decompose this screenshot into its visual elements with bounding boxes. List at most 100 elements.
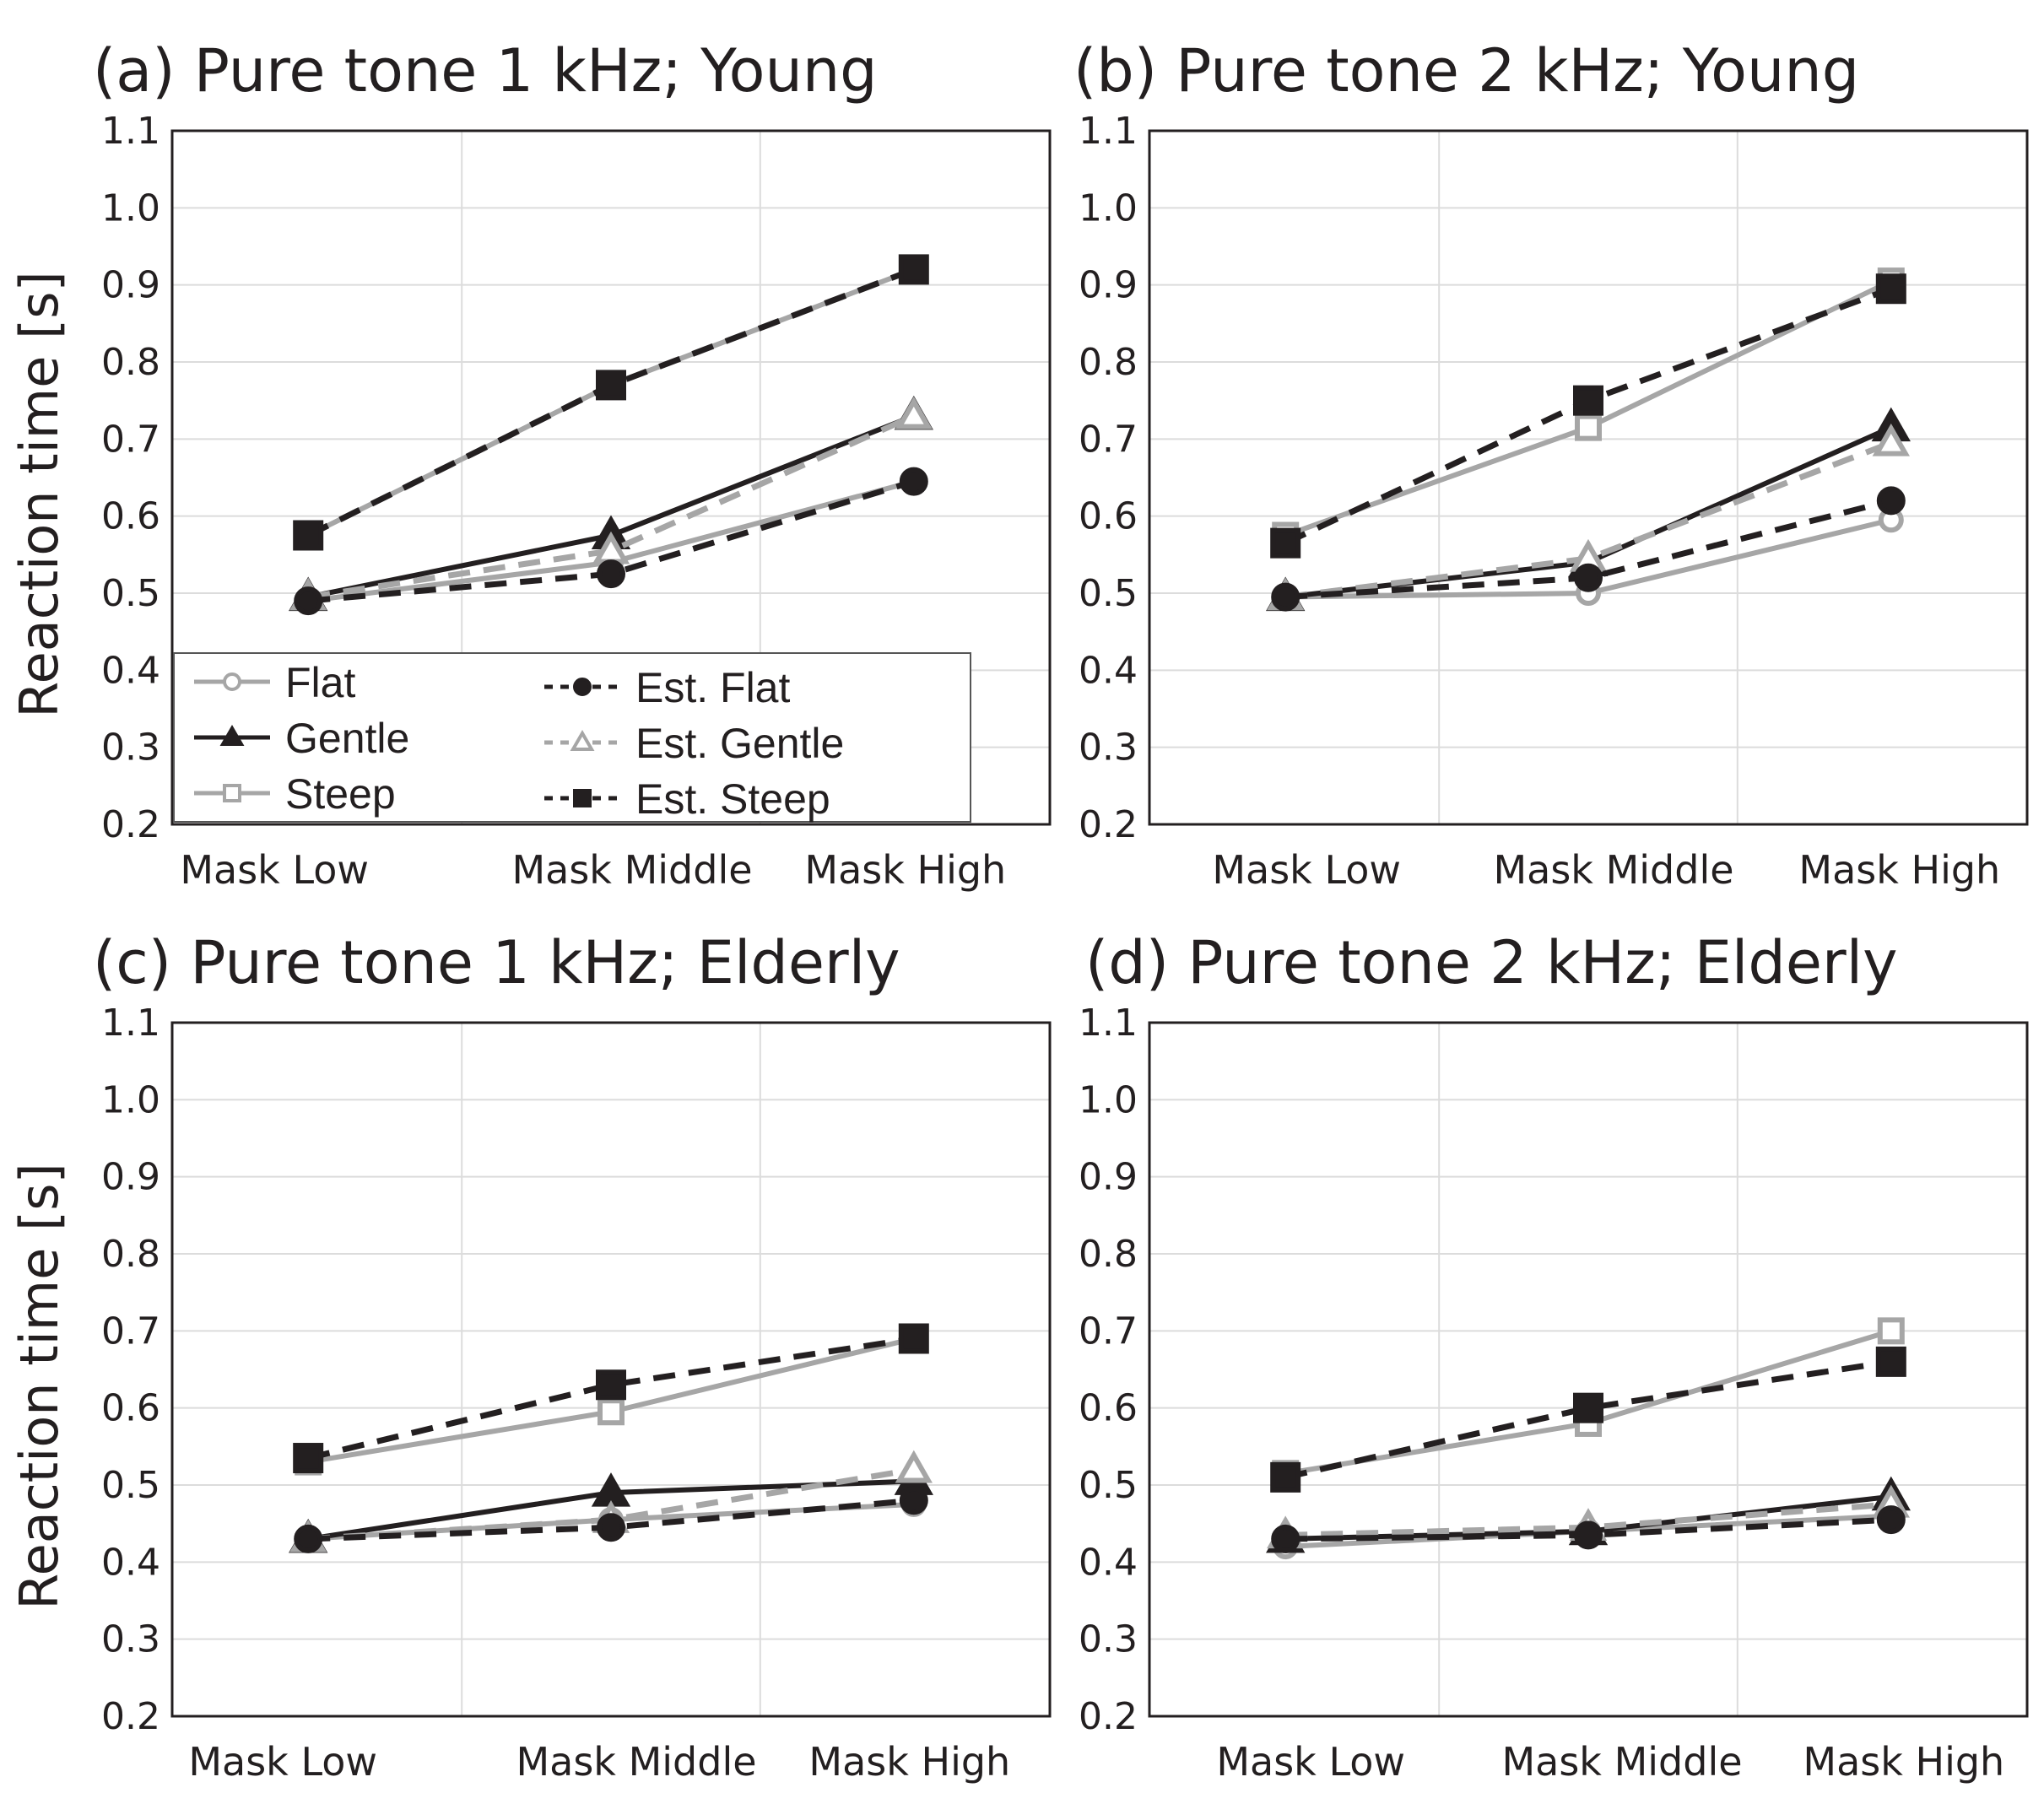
series-est-steep (293, 1323, 929, 1474)
data-point (1574, 563, 1603, 592)
plot-frame (1148, 1021, 2029, 1718)
plot-area (1149, 131, 2027, 824)
panel-title: (d) Pure tone 2 kHz; Elderly (1085, 928, 1898, 997)
x-tick-label: Mask High (1803, 1739, 2004, 1785)
series-est-flat (294, 1486, 928, 1553)
legend-box (173, 652, 971, 823)
x-tick-label: Mask Middle (516, 1739, 756, 1785)
x-tick-label: Mask Low (188, 1739, 377, 1785)
series-est-steep (1270, 1346, 1906, 1493)
data-point (294, 586, 323, 616)
data-point (1876, 486, 1906, 516)
y-tick-label: 0.4 (1079, 1541, 1138, 1584)
data-point (1573, 1392, 1603, 1423)
y-tick-label: 0.8 (1079, 341, 1138, 384)
y-tick-label: 0.7 (1079, 1310, 1138, 1353)
y-tick-label: 0.5 (101, 572, 160, 615)
panel-b: 0.2 0.3 0.4 0.5 0.6 0.7 0.8 0.9 1.0 1.1 Mask Low Ma… (1073, 36, 2029, 893)
data-point (597, 559, 625, 589)
data-point (1877, 1317, 1905, 1345)
y-tick-label: 0.8 (101, 341, 160, 384)
series-est-flat (1271, 1505, 1906, 1553)
y-tick-label: 0.6 (101, 1387, 160, 1430)
x-tick-label: Mask Low (180, 847, 369, 893)
data-point (899, 1486, 928, 1515)
x-tick-label: Mask High (808, 1739, 1010, 1785)
y-tick-label: 0.9 (101, 264, 160, 307)
legend-marker (223, 784, 241, 802)
data-point (596, 1369, 626, 1401)
x-tick-label: Mask Middle (1493, 847, 1733, 893)
x-tick-label: Mask Low (1212, 847, 1401, 893)
y-tick-label: 0.3 (101, 726, 160, 770)
legend-entry: Est. Flat (544, 664, 790, 711)
y-tick-label: 0.2 (101, 1695, 160, 1738)
data-point (1271, 582, 1300, 612)
legend-entry: Gentle (194, 715, 409, 762)
legend-entry: Steep (194, 770, 396, 818)
panel-title: (c) Pure tone 1 kHz; Elderly (93, 928, 900, 997)
series-line (307, 1336, 915, 1461)
y-tick-label: 0.3 (101, 1618, 160, 1661)
y-tick-label: 0.2 (101, 803, 160, 846)
legend-marker (570, 730, 595, 751)
y-tick-label: 0.6 (101, 495, 160, 538)
data-point (1876, 1505, 1906, 1535)
data-point (596, 370, 626, 401)
y-tick-label: 0.2 (1079, 1695, 1138, 1738)
panel-c: 0.2 0.3 0.4 0.5 0.6 0.7 0.8 0.9 1.0 1.1 Mask Low Ma… (8, 928, 1052, 1785)
legend-marker (223, 672, 241, 691)
y-tick-label: 0.9 (101, 1156, 160, 1199)
legend-label: Est. Steep (635, 775, 830, 823)
data-point (1875, 1346, 1906, 1377)
y-tick-label: 0.5 (1079, 1464, 1138, 1507)
y-tick-label: 0.3 (1079, 1618, 1138, 1661)
legend-label: Steep (285, 770, 396, 818)
y-tick-label: 0.9 (1079, 1156, 1138, 1199)
y-tick-label: 0.9 (1079, 264, 1138, 307)
data-point (294, 1524, 323, 1553)
series-est-flat (1271, 486, 1906, 612)
y-tick-label: 0.5 (101, 1464, 160, 1507)
series-est-flat (294, 467, 928, 616)
legend-entry: Est. Steep (544, 775, 830, 823)
data-point (598, 1398, 625, 1426)
legend-marker (219, 725, 245, 746)
plot-frame (1148, 129, 2029, 826)
y-tick-label: 0.2 (1079, 803, 1138, 846)
y-tick-label: 1.0 (101, 1078, 160, 1121)
y-tick-label: 1.1 (101, 110, 160, 153)
y-tick-label: 0.8 (1079, 1233, 1138, 1276)
x-tick-label: Mask High (804, 847, 1006, 893)
legend: Flat Gentle Steep Est. Flat Est. Gentle Est. … (173, 652, 971, 823)
x-tick-label: Mask Middle (511, 847, 752, 893)
series-est-steep (293, 254, 929, 551)
series-line (1284, 1358, 1892, 1481)
legend-label: Est. Flat (635, 664, 790, 711)
plot-area (172, 1023, 1050, 1716)
y-tick-label: 1.0 (101, 186, 160, 230)
y-tick-label: 0.4 (101, 649, 160, 692)
data-point (895, 1450, 933, 1483)
y-tick-label: 1.1 (1079, 1002, 1138, 1045)
data-point (1270, 527, 1301, 559)
data-point (1271, 1524, 1300, 1553)
y-tick-label: 0.5 (1079, 572, 1138, 615)
panel-d: 0.2 0.3 0.4 0.5 0.6 0.7 0.8 0.9 1.0 1.1 Mask Low Ma… (1079, 928, 2029, 1785)
y-tick-label: 0.3 (1079, 726, 1138, 770)
legend-entry: Est. Gentle (544, 720, 844, 767)
data-point (895, 396, 933, 429)
legend-marker (573, 789, 592, 807)
y-tick-label: 0.7 (101, 418, 160, 461)
panel-title: (b) Pure tone 2 kHz; Young (1073, 36, 1859, 105)
data-point (1872, 423, 1910, 456)
y-tick-label: 0.6 (1079, 495, 1138, 538)
y-tick-label: 0.8 (101, 1233, 160, 1276)
x-tick-label: Mask High (1798, 847, 2000, 893)
data-point (597, 1513, 625, 1542)
legend-label: Flat (285, 659, 355, 706)
y-axis-label: Reaction time [s] (8, 271, 70, 717)
data-point (293, 520, 324, 551)
panel-title: (a) Pure tone 1 kHz; Young (93, 36, 878, 105)
